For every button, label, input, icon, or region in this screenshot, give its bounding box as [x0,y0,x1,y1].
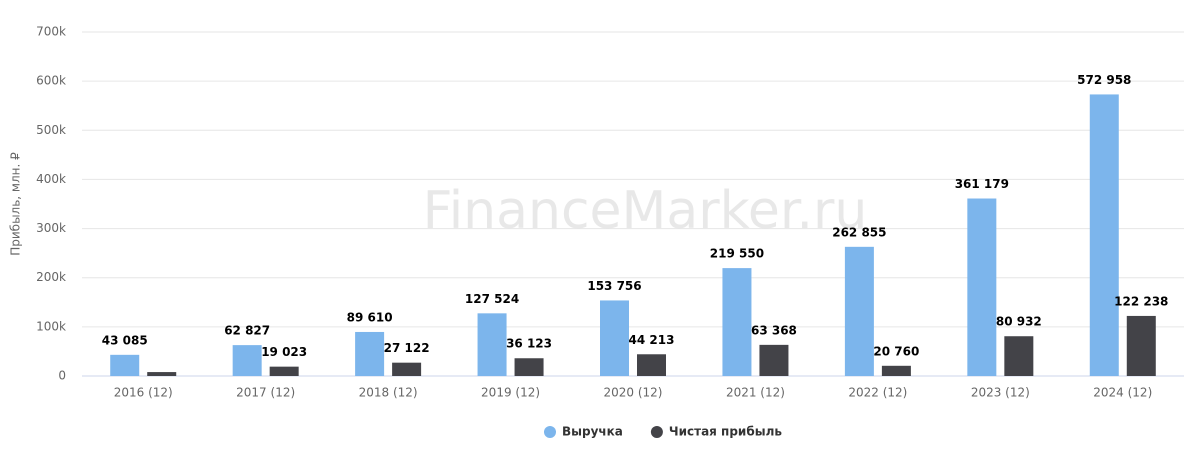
bar [392,362,422,376]
x-tick-label: 2021 (12) [726,386,785,400]
bar [1004,336,1034,376]
bar [600,300,629,376]
bar [355,331,385,376]
bar [232,345,262,376]
y-tick-label: 700k [36,25,66,39]
watermark: FinanceMarker.ru [423,181,868,241]
bar [477,313,507,376]
data-label: 27 122 [384,341,430,355]
x-tick-label: 2017 (12) [236,386,295,400]
bar [722,268,752,376]
y-tick-label: 500k [36,123,66,137]
bar [147,372,177,376]
x-tick-label: 2019 (12) [481,386,540,400]
data-label: 43 085 [102,333,148,347]
legend-label: Чистая прибыль [669,425,782,439]
bar [844,246,874,376]
data-label: 122 238 [1114,294,1168,308]
bar [637,354,666,376]
data-label: 153 756 [587,279,641,293]
data-label: 63 368 [751,323,797,337]
data-label: 361 179 [955,177,1009,191]
bar [967,198,997,376]
legend-marker [544,426,556,438]
x-tick-label: 2016 (12) [114,386,173,400]
y-axis-label: Прибыль, млн. ₽ [9,152,23,256]
bar [881,365,911,376]
data-label: 62 827 [224,324,270,338]
data-label: 219 550 [710,247,764,261]
data-label: 36 123 [506,337,552,351]
bar [110,354,140,376]
bar [269,366,299,376]
bar [759,344,789,376]
x-tick-label: 2024 (12) [1093,386,1152,400]
y-tick-label: 0 [58,369,66,383]
y-tick-label: 200k [36,270,66,284]
x-tick-label: 2018 (12) [359,386,418,400]
y-tick-label: 300k [36,221,66,235]
legend-marker [650,426,663,438]
y-tick-label: 600k [36,74,66,88]
bar [1126,315,1156,376]
bar [514,358,544,376]
legend-label: Выручка [562,425,623,439]
data-label: 44 213 [629,333,675,347]
data-label: 127 524 [465,292,519,306]
data-label: 20 760 [873,344,919,358]
y-tick-label: 400k [36,172,66,186]
data-label: 80 932 [996,315,1042,329]
data-label: 89 610 [347,310,393,324]
data-label: 262 855 [832,225,886,239]
x-tick-label: 2020 (12) [604,386,663,400]
x-tick-label: 2023 (12) [971,386,1030,400]
data-label: 19 023 [261,345,307,359]
y-tick-label: 100k [36,319,66,333]
bar [1089,94,1119,376]
data-label: 572 958 [1077,73,1131,87]
x-tick-label: 2022 (12) [848,386,907,400]
